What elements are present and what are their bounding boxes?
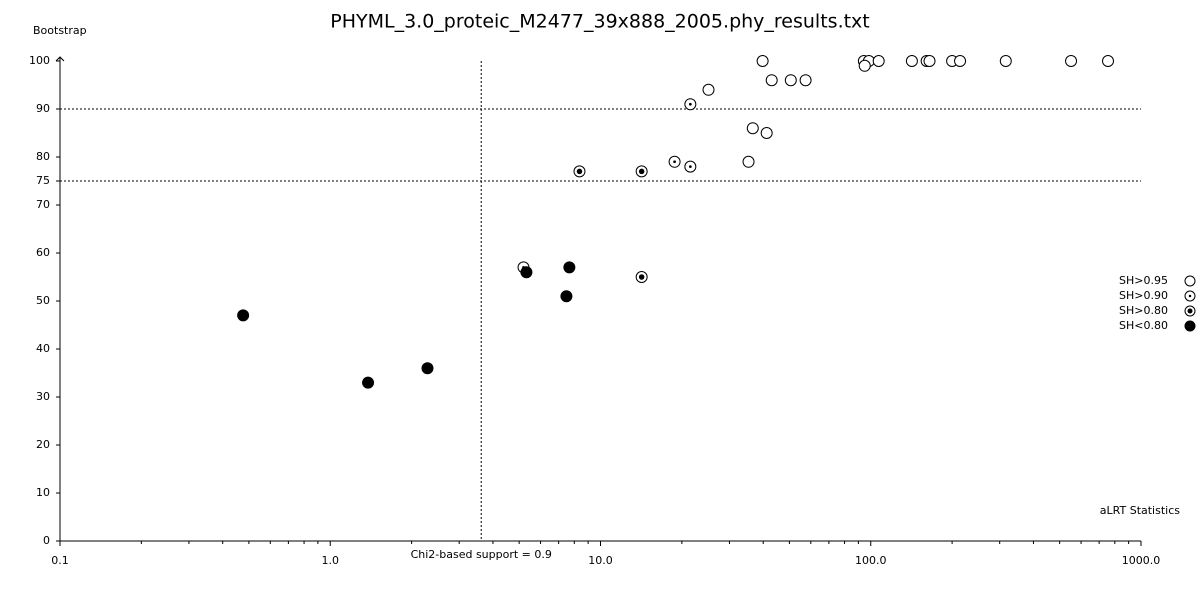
point xyxy=(799,74,812,87)
point-part xyxy=(858,59,871,72)
point xyxy=(421,362,434,375)
point xyxy=(1184,320,1196,332)
legend-label: SH>0.95 xyxy=(1119,274,1168,287)
point-part xyxy=(520,266,533,279)
point-part xyxy=(237,309,250,322)
y-tick-label: 40 xyxy=(36,342,50,355)
point-part xyxy=(742,155,755,168)
y-tick-label: 20 xyxy=(36,438,50,451)
point xyxy=(999,55,1012,67)
point-part xyxy=(799,74,812,87)
point xyxy=(668,155,681,168)
x-axis-label: aLRT Statistics xyxy=(1100,504,1180,517)
point xyxy=(1184,275,1196,287)
point xyxy=(237,309,250,322)
point xyxy=(1184,290,1196,302)
point-part xyxy=(999,55,1012,67)
point xyxy=(362,376,375,389)
point xyxy=(954,55,967,67)
point-part xyxy=(673,160,676,164)
point-part xyxy=(923,55,936,67)
y-tick-label: 75 xyxy=(36,174,50,187)
x-tick-label: 100.0 xyxy=(855,554,887,567)
point-part xyxy=(746,122,759,135)
y-tick-label: 70 xyxy=(36,198,50,211)
legend-label: SH<0.80 xyxy=(1119,319,1168,332)
point xyxy=(684,98,697,111)
point-part xyxy=(688,102,692,106)
y-tick-label: 60 xyxy=(36,246,50,259)
point-part xyxy=(760,127,773,139)
x-tick-label: 1.0 xyxy=(322,554,340,567)
point-part xyxy=(638,274,645,280)
point-part xyxy=(576,168,583,175)
point-part xyxy=(688,165,692,168)
point xyxy=(702,83,715,96)
point xyxy=(923,55,936,67)
point xyxy=(1102,55,1115,67)
point xyxy=(635,271,648,283)
y-tick-label: 80 xyxy=(36,150,50,163)
y-tick-label: 30 xyxy=(36,390,50,403)
point-part xyxy=(905,55,918,67)
point-part xyxy=(638,168,645,175)
legend-label: SH>0.90 xyxy=(1119,289,1168,302)
x-tick-label: 1000.0 xyxy=(1122,554,1161,567)
point-part xyxy=(1188,294,1192,298)
y-tick-label: 10 xyxy=(36,486,50,499)
y-tick-label: 50 xyxy=(36,294,50,307)
point-part xyxy=(756,55,769,67)
point xyxy=(635,165,648,178)
point xyxy=(756,55,769,67)
point-part xyxy=(563,261,576,274)
point xyxy=(1184,305,1196,317)
point-part xyxy=(560,290,573,303)
point-part xyxy=(1102,55,1115,67)
x-tick-label: 0.1 xyxy=(51,554,69,567)
point xyxy=(858,59,871,72)
point-part xyxy=(1187,308,1193,314)
point xyxy=(784,74,797,87)
point-part xyxy=(954,55,967,67)
point xyxy=(1065,55,1078,67)
point-part xyxy=(765,74,778,87)
point xyxy=(872,55,885,67)
legend-label: SH>0.80 xyxy=(1119,304,1168,317)
point-part xyxy=(1065,55,1078,67)
y-tick-label: 90 xyxy=(36,102,50,115)
point xyxy=(746,122,759,135)
point xyxy=(765,74,778,87)
point-part xyxy=(872,55,885,67)
point xyxy=(520,266,533,279)
point-part xyxy=(784,74,797,87)
point-part xyxy=(1184,320,1196,332)
y-axis-arrow xyxy=(55,56,65,62)
y-tick-label: 0 xyxy=(43,534,50,547)
chart-title: PHYML_3.0_proteic_M2477_39x888_2005.phy_… xyxy=(330,11,870,33)
point-part xyxy=(1184,275,1196,287)
x-tick-label: 10.0 xyxy=(588,554,613,567)
point xyxy=(742,155,755,168)
point xyxy=(684,160,697,173)
point-part xyxy=(362,376,375,389)
point xyxy=(905,55,918,67)
point xyxy=(573,165,586,178)
point xyxy=(760,127,773,139)
y-tick-label: 100 xyxy=(29,54,50,67)
y-axis-label: Bootstrap xyxy=(33,24,87,37)
reference-label: Chi2-based support = 0.9 xyxy=(411,548,552,561)
point xyxy=(560,290,573,303)
point-part xyxy=(702,83,715,96)
point-part xyxy=(421,362,434,375)
point xyxy=(563,261,576,274)
